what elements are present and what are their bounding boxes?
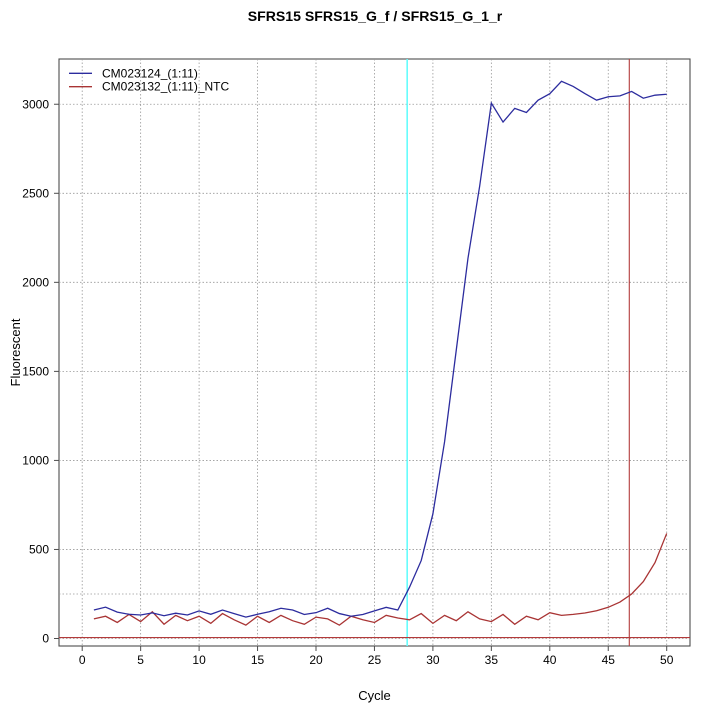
svg-text:10: 10: [192, 653, 206, 667]
svg-text:3000: 3000: [22, 97, 49, 111]
svg-text:35: 35: [485, 653, 499, 667]
svg-text:2500: 2500: [22, 186, 49, 200]
svg-text:CM023124_(1:11): CM023124_(1:11): [102, 66, 198, 80]
svg-text:500: 500: [29, 542, 49, 556]
svg-text:45: 45: [602, 653, 616, 667]
svg-text:Cycle: Cycle: [358, 688, 391, 703]
svg-text:40: 40: [543, 653, 557, 667]
svg-text:25: 25: [368, 653, 382, 667]
svg-text:1000: 1000: [22, 453, 49, 467]
svg-text:Fluorescent: Fluorescent: [8, 318, 23, 386]
svg-text:2000: 2000: [22, 275, 49, 289]
svg-text:30: 30: [426, 653, 440, 667]
svg-text:50: 50: [660, 653, 674, 667]
svg-text:CM023132_(1:11)_NTC: CM023132_(1:11)_NTC: [102, 80, 230, 94]
svg-text:1500: 1500: [22, 364, 49, 378]
svg-text:0: 0: [42, 632, 49, 646]
svg-text:15: 15: [251, 653, 265, 667]
svg-text:0: 0: [79, 653, 86, 667]
svg-text:SFRS15 SFRS15_G_f / SFRS15_G_: SFRS15 SFRS15_G_f / SFRS15_G_1_r: [248, 8, 503, 24]
svg-text:5: 5: [137, 653, 144, 667]
svg-text:20: 20: [309, 653, 323, 667]
